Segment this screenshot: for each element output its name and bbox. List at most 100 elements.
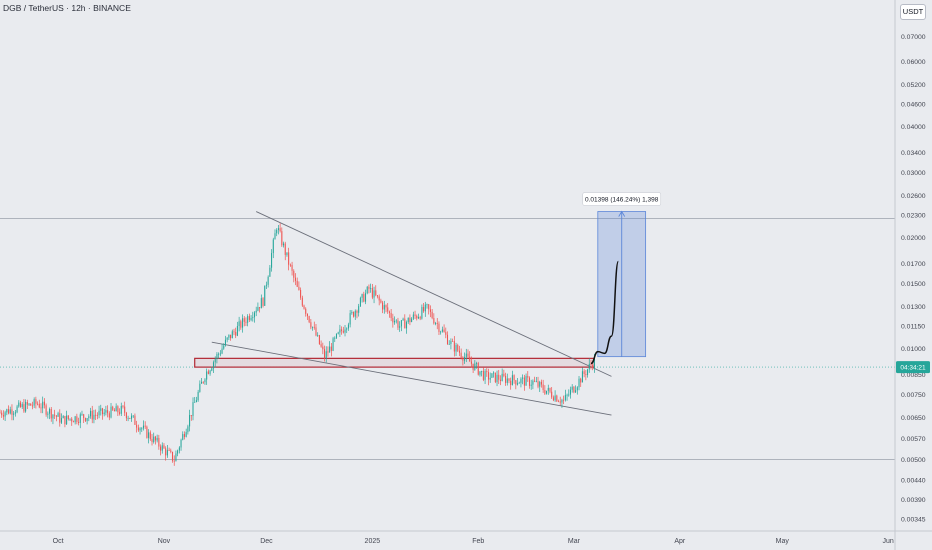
candle-down <box>113 409 115 412</box>
currency-unit-badge[interactable]: USDT <box>900 4 926 20</box>
candle-up <box>231 331 233 339</box>
candle-up <box>252 317 254 319</box>
candle-up <box>522 377 524 379</box>
candle-up <box>575 390 577 393</box>
candle-down <box>416 315 418 319</box>
candle-down <box>129 417 131 419</box>
candle-down <box>414 314 416 316</box>
candle-up <box>42 401 44 409</box>
candle-down <box>540 381 542 385</box>
candle-up <box>166 450 168 456</box>
candle-down <box>469 356 471 362</box>
candle-up <box>317 335 319 336</box>
candle-down <box>2 415 4 417</box>
candle-up <box>411 318 413 322</box>
candle-up <box>535 381 537 383</box>
candle-up <box>224 339 226 346</box>
price-tick-label: 0.01700 <box>901 261 926 268</box>
candle-up <box>440 331 442 333</box>
candle-down <box>59 413 61 423</box>
candle-down <box>262 298 264 306</box>
candle-down <box>306 313 308 317</box>
candle-down <box>390 312 392 319</box>
candle-up <box>197 391 199 401</box>
candle-down <box>392 318 394 323</box>
candle-down <box>171 451 174 461</box>
candle-up <box>568 394 570 396</box>
price-tick-label: 0.04000 <box>901 124 926 131</box>
candle-up <box>62 416 64 419</box>
candle-up <box>14 412 16 414</box>
candle-up <box>274 233 276 240</box>
candle-up <box>156 437 158 441</box>
candle-up <box>412 314 414 319</box>
candle-up <box>130 415 133 419</box>
trendlines <box>211 211 612 416</box>
candle-down <box>470 361 472 364</box>
candle-up <box>127 417 129 419</box>
candle-down <box>376 295 379 297</box>
candle-up <box>489 377 491 380</box>
price-tick-label: 0.02300 <box>901 212 926 219</box>
candle-up <box>211 368 213 371</box>
candle-down <box>54 414 56 416</box>
price-tick-label: 0.05200 <box>901 82 926 89</box>
candle-up <box>177 450 179 454</box>
candle-up <box>349 313 351 325</box>
candle-up <box>332 338 334 351</box>
candle-down <box>101 408 104 415</box>
candle-down <box>50 408 52 419</box>
candle-up <box>153 436 155 443</box>
candle-up <box>98 410 100 416</box>
candle-down <box>429 309 431 312</box>
candle-up <box>6 409 8 413</box>
measure-tool[interactable]: 0.01398 (146.24%) 1,398 <box>582 192 662 358</box>
candle-down <box>160 446 162 451</box>
candle-down <box>323 349 326 359</box>
candle-up <box>373 290 375 298</box>
candle-up <box>339 329 341 333</box>
candle-down <box>494 372 496 383</box>
candle-up <box>479 371 481 375</box>
candle-up <box>441 329 443 332</box>
price-tick-label: 0.00750 <box>901 392 926 399</box>
candle-down <box>235 332 237 336</box>
candle-down <box>318 335 320 345</box>
candle-down <box>573 386 575 393</box>
candle-up <box>400 320 402 327</box>
candle-down <box>505 375 507 383</box>
time-tick-label: Nov <box>158 538 171 545</box>
candle-up <box>364 293 367 302</box>
candle-up <box>110 406 112 418</box>
candle-down <box>151 439 153 443</box>
candle-up <box>192 402 194 417</box>
price-tick-label: 0.03000 <box>901 170 926 177</box>
candle-up <box>195 400 197 403</box>
candle-down <box>513 375 515 381</box>
candle-up <box>238 321 240 327</box>
price-tick-label: 0.01500 <box>901 281 926 288</box>
candle-up <box>511 375 513 386</box>
candle-up <box>182 434 184 440</box>
candle-down <box>342 330 344 333</box>
candle-down <box>320 344 322 347</box>
candle-up <box>236 326 238 336</box>
candle-up <box>52 414 54 419</box>
candle-down <box>487 372 490 380</box>
candle-up <box>161 445 163 451</box>
candle-down <box>137 427 139 431</box>
candle-down <box>559 401 561 403</box>
projection <box>590 260 620 365</box>
price-tick-label: 0.03400 <box>901 150 926 157</box>
candle-up <box>185 432 187 437</box>
candle-up <box>325 351 327 359</box>
candle-down <box>298 286 300 290</box>
candle-down <box>549 387 551 392</box>
candle-up <box>81 414 83 416</box>
candle-up <box>405 322 408 329</box>
candle-down <box>544 389 546 394</box>
candle-up <box>395 320 397 322</box>
candle-up <box>199 383 201 392</box>
